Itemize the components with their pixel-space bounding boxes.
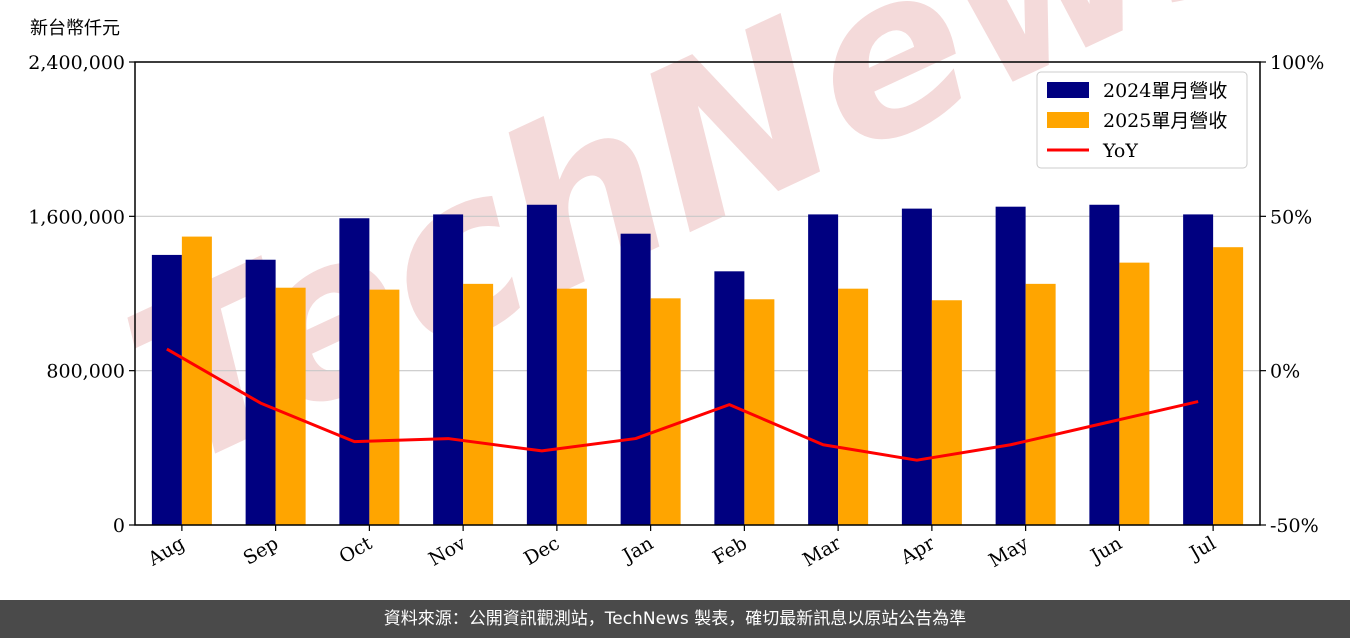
source-footer: 資料來源：公開資訊觀測站，TechNews 製表，確切最新訊息以原站公告為準 bbox=[0, 600, 1350, 638]
plot-frame bbox=[134, 61, 1261, 526]
y-tick-label: 1,600,000 bbox=[28, 206, 125, 228]
bar-2025 bbox=[1213, 247, 1244, 525]
bar-2024 bbox=[901, 208, 932, 525]
bar-2024 bbox=[151, 254, 182, 525]
bar-2025 bbox=[369, 289, 400, 525]
bar-2025 bbox=[181, 236, 212, 525]
legend-label: 2025單月營收 bbox=[1103, 110, 1227, 132]
legend-swatch bbox=[1047, 82, 1089, 98]
x-tick-label: Jan bbox=[617, 532, 657, 568]
bar-2024 bbox=[339, 218, 370, 525]
bar-2025 bbox=[556, 288, 587, 525]
x-tick-label: Sep bbox=[240, 532, 283, 569]
x-tick-label: Apr bbox=[896, 532, 939, 569]
legend-box bbox=[1036, 71, 1248, 169]
bar-2025 bbox=[650, 298, 681, 525]
y2-tick-label: 0% bbox=[1270, 361, 1300, 383]
x-tick-label: Oct bbox=[336, 532, 377, 568]
yoy-line-group bbox=[166, 347, 1199, 462]
bar-2024 bbox=[1183, 214, 1214, 525]
bar-2024 bbox=[808, 214, 839, 525]
x-tick-label: Nov bbox=[425, 532, 470, 571]
legend-label: 2024單月營收 bbox=[1103, 80, 1227, 102]
x-tick-label: Feb bbox=[709, 532, 751, 569]
yoy-line bbox=[166, 347, 1199, 462]
x-tick-label: Dec bbox=[520, 532, 563, 570]
x-tick-label: Mar bbox=[799, 532, 845, 571]
legend: 2024單月營收 2025單月營收 YoY bbox=[1036, 71, 1248, 169]
y2-tick-label: 100% bbox=[1270, 52, 1324, 74]
bar-2025 bbox=[1025, 283, 1056, 525]
y-tick-label: 2,400,000 bbox=[28, 52, 125, 74]
x-tick-label: Jul bbox=[1184, 532, 1219, 565]
x-tick-label: Jun bbox=[1085, 532, 1126, 568]
bar-2024 bbox=[526, 204, 557, 525]
y-tick-label: 0 bbox=[113, 515, 125, 537]
x-tick-label: May bbox=[985, 532, 1032, 572]
bar-2024 bbox=[245, 259, 276, 525]
y2-tick-label: 50% bbox=[1270, 206, 1312, 228]
bar-2025 bbox=[275, 287, 306, 525]
y-tick-label: 800,000 bbox=[46, 361, 125, 383]
bar-2024 bbox=[714, 271, 745, 525]
bar-2024 bbox=[433, 214, 464, 525]
bar-2024 bbox=[1089, 204, 1120, 525]
y2-tick-label: -50% bbox=[1270, 515, 1319, 537]
bar-2024 bbox=[620, 233, 651, 525]
bar-2025 bbox=[931, 300, 962, 525]
bar-2024 bbox=[995, 206, 1026, 525]
x-tick-label: Aug bbox=[143, 532, 188, 571]
bar-2025 bbox=[838, 288, 869, 525]
legend-swatch bbox=[1047, 112, 1089, 128]
bars-group bbox=[151, 204, 1244, 525]
bar-2025 bbox=[463, 283, 494, 525]
legend-label: YoY bbox=[1102, 140, 1138, 162]
y-axis-unit-label: 新台幣仟元 bbox=[30, 18, 120, 39]
bar-2025 bbox=[1119, 262, 1150, 525]
revenue-chart: TechNews 0800,0001,600,0002,400,000-50%0… bbox=[28, 0, 1324, 572]
